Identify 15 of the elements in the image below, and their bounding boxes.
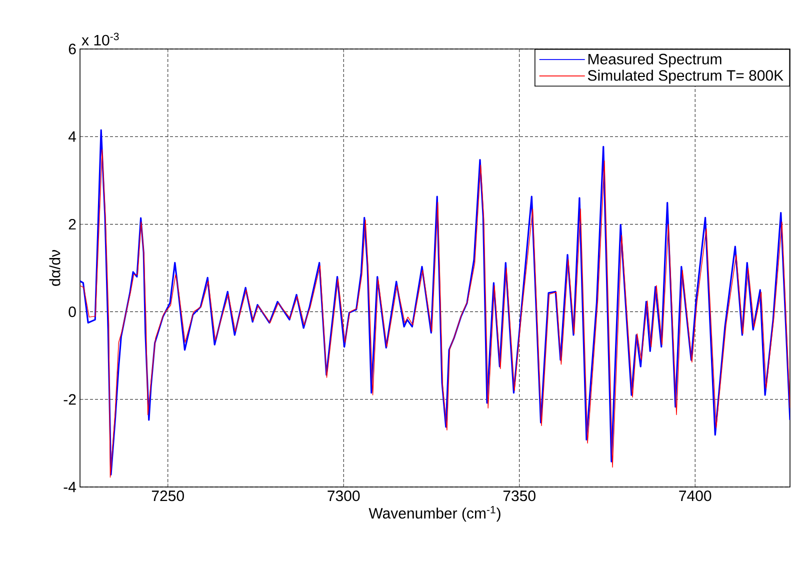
- x-tick-label: 7300: [328, 490, 360, 502]
- x-tick-label: 7400: [679, 490, 712, 502]
- legend-label: Measured Spectrum: [588, 53, 722, 68]
- y-axis-title: dα/dν: [49, 250, 60, 286]
- legend-label: Simulated Spectrum T= 800K: [588, 70, 784, 84]
- x-tick-label: 7250: [152, 490, 184, 502]
- y-tick-label: -2: [64, 394, 76, 405]
- x-axis-title: Wavenumber (cm$^{-1}$): [368, 506, 500, 522]
- y-tick-label: 6: [68, 44, 76, 54]
- x-tick-label: 7350: [503, 490, 536, 502]
- y-tick-label: 4: [68, 131, 76, 142]
- y-tick-label: 2: [68, 218, 76, 230]
- text: x 10$^{-3}$: [82, 32, 119, 46]
- y-tick-label: -4: [64, 482, 76, 492]
- y-tick-label: 0: [68, 306, 76, 318]
